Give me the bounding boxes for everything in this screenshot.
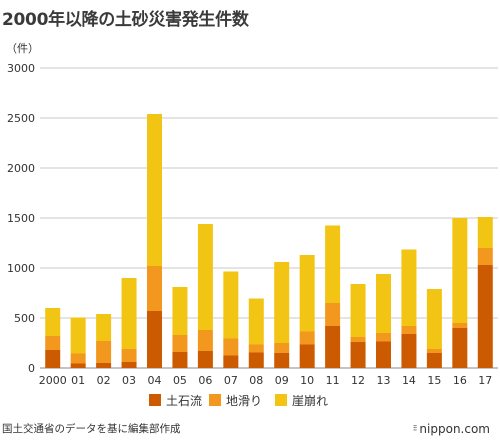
bar-segment-17-2 [477, 217, 493, 248]
y-tick-label: 0 [28, 362, 35, 375]
x-tick-labels: 2000 01 02 03 04 05 06 07 08 09 10 11 12 13 14 15 16 17 [39, 374, 493, 387]
legend-label-2: 崖崩れ [292, 394, 328, 408]
bar-segment-02-1 [96, 341, 112, 363]
y-tick-label: 1500 [7, 212, 35, 225]
y-tick-label: 3000 [7, 62, 35, 75]
bar-segment-17-0 [477, 265, 493, 368]
bar-segment-09-2 [274, 262, 290, 343]
x-tick-label: 10 [300, 374, 314, 387]
bar-segment-11-2 [325, 225, 341, 303]
x-tick-label: 17 [478, 374, 492, 387]
y-tick-label: 2500 [7, 112, 35, 125]
bar-segment-09-1 [274, 343, 290, 353]
x-tick-label: 02 [97, 374, 111, 387]
bar-segment-03-0 [121, 362, 137, 368]
bar-segment-2000-1 [45, 336, 61, 350]
brand-dots-icon: ⁝⁝ [412, 424, 418, 434]
x-tick-label: 2000 [39, 374, 67, 387]
bar-segment-2000-0 [45, 350, 61, 368]
x-tick-label: 13 [377, 374, 391, 387]
bar-segment-14-2 [401, 249, 417, 326]
legend: 土石流 地滑り 崖崩れ [149, 394, 328, 408]
x-tick-label: 15 [427, 374, 441, 387]
legend-label-0: 土石流 [166, 394, 202, 408]
bar-segment-05-2 [172, 287, 188, 335]
bar-segment-16-2 [452, 218, 468, 323]
bar-segment-15-1 [426, 349, 442, 353]
y-tick-label: 500 [14, 312, 35, 325]
bar-segment-12-0 [350, 342, 366, 368]
bar-segment-12-1 [350, 337, 366, 342]
legend-swatch-1 [209, 394, 221, 406]
x-tick-label: 05 [173, 374, 187, 387]
bar-segment-04-0 [147, 311, 162, 368]
bar-segment-16-0 [452, 328, 468, 368]
bar-segment-05-0 [172, 352, 188, 368]
bar-segment-11-1 [325, 303, 341, 326]
chart-title: 2000年以降の土砂災害発生件数 [2, 10, 249, 30]
bar-segment-14-0 [401, 334, 417, 368]
bar-segment-15-2 [426, 289, 442, 349]
x-tick-label: 04 [148, 374, 162, 387]
bar-segment-15-0 [426, 353, 442, 368]
bar-segment-04-2 [147, 114, 162, 266]
y-tick-label: 2000 [7, 162, 35, 175]
bar-segment-13-2 [376, 274, 391, 333]
bar-segment-07-1 [223, 338, 239, 356]
bar-segment-08-2 [248, 298, 264, 345]
bar-segment-08-1 [248, 344, 264, 353]
gridlines [40, 67, 498, 369]
bar-segment-09-0 [274, 353, 290, 368]
bar-segment-10-2 [299, 255, 315, 332]
bar-segment-13-1 [376, 333, 391, 342]
bar-segment-06-1 [197, 330, 213, 351]
bar-segment-11-0 [325, 326, 341, 368]
legend-label-1: 地滑り [226, 394, 262, 408]
x-tick-label: 14 [402, 374, 416, 387]
bar-segment-08-0 [248, 352, 264, 368]
bar-segment-17-1 [477, 248, 493, 265]
bar-segment-03-2 [121, 278, 137, 349]
bar-segment-04-1 [147, 266, 162, 311]
bar-segment-01-0 [70, 363, 86, 368]
x-tick-label: 12 [351, 374, 365, 387]
bar-segment-12-2 [350, 284, 366, 337]
bars [45, 114, 493, 368]
source-note: 国土交通省のデータを基に編集部作成 [2, 423, 181, 435]
legend-swatch-0 [149, 394, 161, 406]
bar-segment-2000-2 [45, 308, 61, 336]
brand-logo: ⁝⁝ nippon.com [413, 422, 490, 436]
bar-segment-01-1 [70, 353, 86, 364]
bar-segment-10-1 [299, 331, 315, 345]
y-tick-labels: 0 500 1000 1500 2000 2500 3000 [7, 62, 35, 375]
x-tick-label: 11 [326, 374, 340, 387]
bar-segment-16-1 [452, 323, 468, 328]
y-tick-label: 1000 [7, 262, 35, 275]
bar-segment-10-0 [299, 344, 315, 368]
y-axis-unit: （件） [6, 42, 39, 55]
bar-segment-06-2 [197, 224, 213, 330]
x-tick-label: 06 [198, 374, 212, 387]
bar-segment-02-2 [96, 314, 112, 341]
x-tick-label: 03 [122, 374, 136, 387]
bar-segment-06-0 [197, 351, 213, 368]
bar-segment-02-0 [96, 363, 112, 368]
bar-segment-13-0 [376, 341, 391, 368]
x-tick-label: 16 [453, 374, 467, 387]
bar-segment-07-0 [223, 355, 239, 368]
brand-name: nippon.com [419, 422, 490, 436]
bar-segment-14-1 [401, 326, 417, 334]
bar-segment-03-1 [121, 349, 137, 362]
x-tick-label: 01 [71, 374, 85, 387]
x-tick-label: 08 [249, 374, 263, 387]
bar-segment-05-1 [172, 335, 188, 352]
bar-segment-01-2 [70, 317, 86, 354]
legend-swatch-2 [275, 394, 287, 406]
x-tick-label: 09 [275, 374, 289, 387]
x-tick-label: 07 [224, 374, 238, 387]
bar-segment-07-2 [223, 271, 239, 339]
